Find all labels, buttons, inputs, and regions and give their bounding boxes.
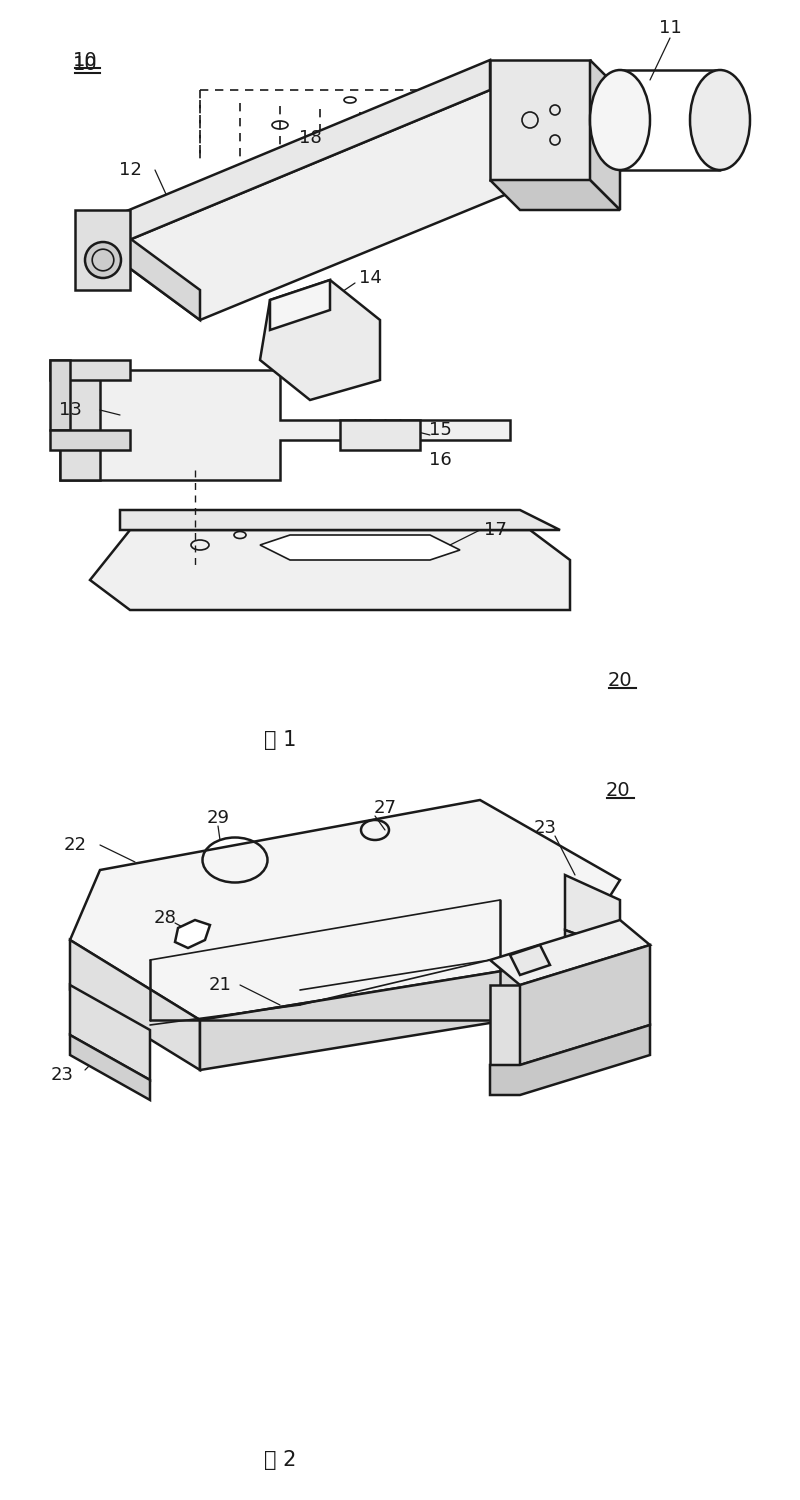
Polygon shape <box>565 874 620 950</box>
Text: 26: 26 <box>554 1052 577 1070</box>
Polygon shape <box>70 940 200 1070</box>
Polygon shape <box>90 530 570 610</box>
Polygon shape <box>50 430 130 450</box>
Text: 11: 11 <box>658 20 682 38</box>
Polygon shape <box>60 370 100 480</box>
Text: 10: 10 <box>73 56 98 75</box>
Text: 23: 23 <box>534 819 557 837</box>
Text: 20: 20 <box>608 670 632 690</box>
Text: 13: 13 <box>58 400 82 418</box>
Polygon shape <box>490 920 650 986</box>
Text: 23: 23 <box>50 1066 74 1084</box>
Text: 21: 21 <box>209 976 231 994</box>
Polygon shape <box>565 930 620 975</box>
Polygon shape <box>50 360 130 380</box>
Polygon shape <box>105 220 200 320</box>
Ellipse shape <box>590 70 650 170</box>
Polygon shape <box>200 960 570 1070</box>
Polygon shape <box>175 920 210 948</box>
Polygon shape <box>260 536 460 560</box>
Polygon shape <box>50 360 70 430</box>
Text: 16: 16 <box>429 452 451 470</box>
Polygon shape <box>70 800 620 1020</box>
Polygon shape <box>490 986 520 1065</box>
Polygon shape <box>490 180 620 210</box>
Polygon shape <box>490 1024 650 1095</box>
Ellipse shape <box>85 242 121 278</box>
Ellipse shape <box>690 70 750 170</box>
Polygon shape <box>70 1035 150 1100</box>
Text: 29: 29 <box>206 808 230 826</box>
Text: 27: 27 <box>374 800 397 818</box>
Polygon shape <box>490 60 590 180</box>
Text: 14: 14 <box>358 268 382 286</box>
Polygon shape <box>260 280 380 400</box>
Text: 25: 25 <box>569 1000 591 1018</box>
Polygon shape <box>105 60 490 250</box>
Text: 24: 24 <box>554 940 577 958</box>
Text: 17: 17 <box>483 520 506 538</box>
Text: 18: 18 <box>298 129 322 147</box>
Text: 20: 20 <box>606 780 630 800</box>
Polygon shape <box>340 420 420 450</box>
Polygon shape <box>75 210 130 290</box>
Polygon shape <box>70 986 150 1080</box>
Polygon shape <box>510 945 550 975</box>
Polygon shape <box>590 60 620 210</box>
Text: 图 1: 图 1 <box>264 730 296 750</box>
Text: 22: 22 <box>63 836 86 854</box>
Polygon shape <box>270 280 330 330</box>
Text: 10: 10 <box>73 51 98 69</box>
Polygon shape <box>120 510 560 530</box>
Polygon shape <box>60 370 510 480</box>
Text: 图 2: 图 2 <box>264 1450 296 1470</box>
Polygon shape <box>105 90 590 320</box>
Text: 12: 12 <box>118 160 142 178</box>
Text: 15: 15 <box>429 422 451 440</box>
Polygon shape <box>520 945 650 1065</box>
Text: 28: 28 <box>154 909 177 927</box>
